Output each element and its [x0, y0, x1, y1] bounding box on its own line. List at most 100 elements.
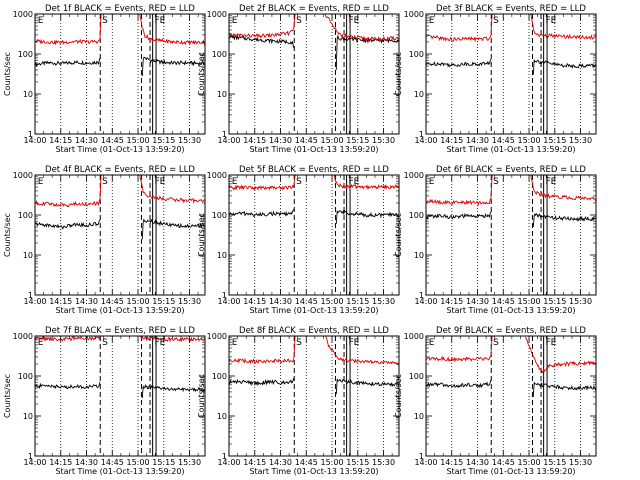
series-lld-line	[530, 14, 596, 41]
event-label-e: E	[429, 338, 435, 348]
x-tick-label: 14:30	[75, 136, 98, 145]
y-tick-label: 1	[419, 452, 424, 461]
x-tick-label: 14:45	[101, 458, 124, 467]
series-events-line	[426, 58, 492, 68]
x-tick-label: 15:15	[346, 136, 369, 145]
series-lld-line	[525, 336, 596, 374]
x-tick-label: 14:45	[492, 458, 515, 467]
y-tick-label: 1	[419, 130, 424, 139]
series-lld-line	[35, 175, 102, 208]
plot-frame	[34, 335, 206, 457]
x-tick-label: 14:45	[492, 297, 515, 306]
y-axis-label: Counts/sec	[394, 52, 403, 96]
series-events-line	[35, 57, 101, 68]
series-lld-line	[35, 336, 102, 342]
y-tick-label: 1	[222, 452, 227, 461]
y-tick-label: 1000	[13, 332, 33, 341]
plot-frame	[228, 174, 400, 296]
x-tick-label: 14:00	[414, 136, 437, 145]
event-label-e: E	[160, 338, 166, 348]
series-events-line	[229, 34, 295, 49]
y-tick-label: 1	[28, 291, 33, 300]
x-tick-label: 14:45	[492, 136, 515, 145]
x-tick-label: 14:15	[440, 297, 463, 306]
x-tick-label: 14:00	[23, 458, 46, 467]
series-lld-line	[333, 175, 399, 191]
x-tick-label: 14:15	[440, 136, 463, 145]
series-lld-line	[426, 175, 493, 207]
plot-frame	[228, 13, 400, 135]
series-lld-line	[35, 14, 102, 46]
panel-title: Det 3f BLACK = Events, RED = LLD	[436, 4, 586, 14]
plot-frame	[425, 335, 597, 457]
series-events-line	[426, 379, 492, 389]
event-label-e: E	[232, 338, 238, 348]
y-axis-label: Counts/sec	[197, 374, 206, 418]
x-tick-label: 14:30	[269, 136, 292, 145]
x-tick-label: 15:00	[126, 136, 149, 145]
series-events-line	[335, 378, 399, 395]
event-label-f: F	[154, 338, 159, 348]
y-tick-label: 100	[409, 50, 424, 59]
x-tick-label: 15:00	[320, 136, 343, 145]
event-label-f: F	[154, 177, 159, 187]
panel-title: Det 6f BLACK = Events, RED = LLD	[436, 165, 586, 175]
y-tick-label: 1000	[207, 171, 227, 180]
panel-title: Det 1f BLACK = Events, RED = LLD	[45, 4, 195, 14]
x-tick-label: 15:00	[517, 136, 540, 145]
y-tick-label: 100	[212, 372, 227, 381]
x-tick-label: 14:30	[466, 297, 489, 306]
y-tick-label: 10	[23, 251, 33, 260]
y-tick-label: 100	[409, 211, 424, 220]
x-tick-label: 15:30	[178, 297, 201, 306]
x-tick-label: 14:15	[49, 136, 72, 145]
series-lld-line	[139, 336, 205, 343]
y-axis-label: Counts/sec	[3, 374, 12, 418]
panel-title: Det 5f BLACK = Events, RED = LLD	[239, 165, 389, 175]
event-label-e: E	[429, 16, 435, 26]
x-axis-label: Start Time (01-Oct-13 13:59:20)	[446, 306, 575, 315]
x-tick-label: 15:30	[178, 458, 201, 467]
series-events-line	[141, 383, 205, 399]
y-axis-label: Counts/sec	[197, 213, 206, 257]
y-tick-label: 10	[414, 412, 424, 421]
plot-frame	[34, 13, 206, 135]
x-tick-label: 15:30	[372, 458, 395, 467]
x-tick-label: 15:15	[152, 297, 175, 306]
x-tick-label: 15:30	[569, 136, 592, 145]
event-label-e: E	[551, 338, 557, 348]
series-lld-line	[426, 14, 493, 43]
y-tick-label: 10	[23, 90, 33, 99]
x-tick-label: 15:15	[152, 136, 175, 145]
panel-title: Det 8f BLACK = Events, RED = LLD	[239, 326, 389, 336]
series-lld-line	[229, 175, 296, 191]
series-lld-line	[426, 336, 493, 363]
event-label-f: F	[348, 16, 353, 26]
x-tick-label: 15:15	[346, 297, 369, 306]
x-tick-label: 14:30	[466, 458, 489, 467]
event-label-e: E	[160, 16, 166, 26]
x-tick-label: 15:00	[517, 297, 540, 306]
event-label-f: F	[545, 338, 550, 348]
y-tick-label: 100	[409, 372, 424, 381]
panel-title: Det 7f BLACK = Events, RED = LLD	[45, 326, 195, 336]
event-label-f: F	[545, 16, 550, 26]
plot-frame	[425, 13, 597, 135]
x-tick-label: 14:15	[49, 297, 72, 306]
event-label-f: F	[348, 177, 353, 187]
series-events-line	[335, 209, 399, 224]
y-tick-label: 10	[23, 412, 33, 421]
y-tick-label: 1000	[207, 10, 227, 19]
series-lld-line	[325, 336, 399, 366]
x-tick-label: 14:15	[49, 458, 72, 467]
x-tick-label: 15:15	[152, 458, 175, 467]
y-tick-label: 1000	[404, 10, 424, 19]
event-label-s: S	[296, 338, 302, 348]
x-tick-label: 15:30	[372, 136, 395, 145]
event-label-s: S	[102, 16, 108, 26]
y-tick-label: 1	[28, 130, 33, 139]
event-label-f: F	[154, 16, 159, 26]
